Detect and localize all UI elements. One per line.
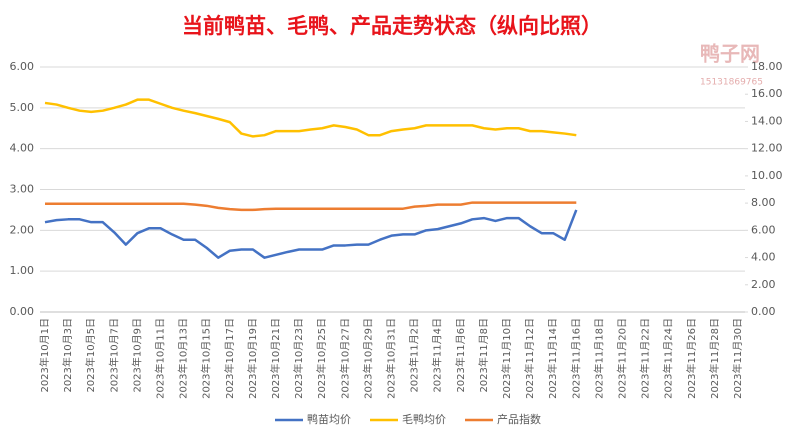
y-tick-label: 1.00: [10, 264, 35, 277]
series-line: [45, 201, 577, 212]
y2-tick-label: 2.00: [751, 278, 776, 291]
x-tick-label: 2023年10月7日: [107, 318, 120, 393]
y2-tick-label: 0.00: [751, 305, 776, 318]
series-line: [44, 98, 577, 138]
x-tick-label: 2023年11月24日: [662, 318, 675, 399]
y2-tick-label: 6.00: [751, 223, 776, 236]
y2-tick-label: 16.00: [751, 87, 783, 100]
x-tick-label: 2023年10月11日: [154, 318, 167, 399]
x-tick-label: 2023年11月10日: [500, 318, 513, 399]
y-tick-label: 4.00: [10, 142, 35, 155]
x-tick-label: 2023年10月17日: [223, 318, 236, 399]
x-tick-label: 2023年11月20日: [616, 318, 629, 399]
watermark-phone: 15131869765: [700, 78, 763, 88]
x-tick-label: 2023年11月4日: [431, 318, 444, 393]
x-tick-label: 2023年10月13日: [177, 318, 190, 399]
y2-tick-label: 10.00: [751, 169, 783, 182]
x-tick-label: 2023年11月22日: [639, 318, 652, 399]
y2-tick-label: 4.00: [751, 251, 776, 264]
x-tick-label: 2023年11月16日: [569, 318, 582, 399]
x-tick-label: 2023年10月29日: [361, 318, 374, 399]
chart-title: 当前鸭苗、毛鸭、产品走势状态（纵向比照）: [182, 14, 602, 38]
x-tick-label: 2023年10月19日: [246, 318, 259, 399]
y-tick-label: 0.00: [10, 305, 35, 318]
x-tick-label: 2023年11月12日: [523, 318, 536, 399]
x-tick-label: 2023年10月25日: [315, 318, 328, 399]
series-line: [44, 209, 578, 259]
y-tick-label: 3.00: [10, 183, 35, 196]
y2-tick-label: 8.00: [751, 196, 776, 209]
x-tick-label: 2023年10月3日: [61, 318, 74, 393]
x-tick-label: 2023年10月23日: [292, 318, 305, 399]
legend-label: 鸭苗均价: [307, 413, 351, 426]
y2-tick-label: 14.00: [751, 114, 783, 127]
x-tick-label: 2023年10月27日: [338, 318, 351, 399]
x-tick-label: 2023年11月14日: [546, 318, 559, 399]
legend-label: 产品指数: [497, 412, 541, 426]
watermark: 鸭子网 15131869765: [700, 42, 763, 88]
x-tick-label: 2023年10月9日: [130, 318, 143, 393]
y2-tick-label: 18.00: [751, 60, 783, 73]
x-tick-label: 2023年11月2日: [408, 318, 421, 393]
x-tick-label: 2023年11月6日: [454, 318, 467, 393]
x-tick-label: 2023年10月31日: [385, 318, 398, 399]
x-tick-label: 2023年10月15日: [200, 318, 213, 399]
x-tick-label: 2023年11月26日: [685, 318, 698, 399]
x-tick-label: 2023年11月18日: [592, 318, 605, 399]
x-tick-label: 2023年11月8日: [477, 318, 490, 393]
y2-tick-label: 12.00: [751, 142, 783, 155]
y-tick-label: 6.00: [10, 60, 35, 73]
y-tick-label: 2.00: [10, 223, 35, 236]
watermark-logo: 鸭子网: [700, 42, 760, 66]
x-tick-label: 2023年11月28日: [708, 318, 721, 399]
x-tick-label: 2023年10月1日: [38, 318, 51, 393]
x-tick-label: 2023年10月5日: [84, 318, 97, 393]
x-tick-label: 2023年10月21日: [269, 318, 282, 399]
x-tick-label: 2023年11月30日: [731, 318, 744, 399]
y-tick-label: 5.00: [10, 101, 35, 114]
legend-label: 毛鸭均价: [402, 413, 446, 426]
